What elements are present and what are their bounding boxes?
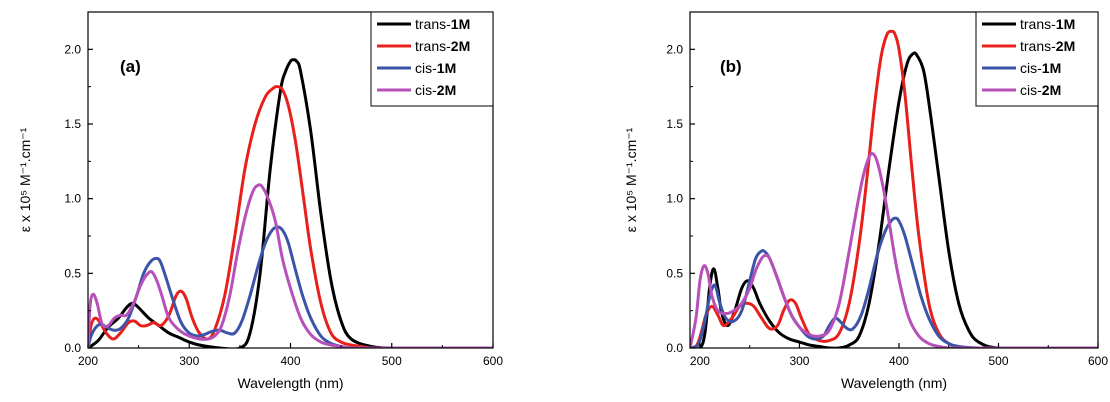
- series-line-cis-1m: [88, 225, 493, 348]
- series-line-trans-2m: [88, 85, 493, 348]
- panel-label: (b): [720, 57, 742, 76]
- y-tick-label: 2.0: [666, 42, 683, 56]
- x-tick-label: 300: [179, 354, 199, 368]
- legend-name-suffix: 2M: [1042, 82, 1061, 98]
- legend-entry: trans-1M: [1020, 16, 1075, 32]
- y-tick-label: 1.0: [666, 192, 683, 206]
- x-tick-label: 500: [988, 354, 1008, 368]
- legend-entry: trans-2M: [415, 38, 470, 54]
- legend-name-suffix: 1M: [1056, 16, 1075, 32]
- legend-entry: cis-2M: [1020, 82, 1061, 98]
- legend-name-suffix: 2M: [1056, 38, 1075, 54]
- legend-name-suffix: 1M: [437, 60, 456, 76]
- panel-label: (a): [120, 57, 141, 76]
- x-tick-label: 500: [382, 354, 402, 368]
- legend-name-prefix: cis-: [415, 82, 437, 98]
- panel-b: 200 300 400 500 600 0.0 0.5 1.0 1.5 2.0 Wavelength…: [623, 11, 1108, 391]
- legend-entry: cis-2M: [415, 82, 456, 98]
- legend-name-suffix: 2M: [451, 38, 470, 54]
- x-tick-label: 400: [889, 354, 909, 368]
- legend-name-prefix: cis-: [1020, 82, 1042, 98]
- x-tick-label: 400: [280, 354, 300, 368]
- y-tick-label: 1.0: [64, 192, 81, 206]
- y-axis-title: ε x 10⁵ M⁻¹.cm⁻¹: [17, 127, 33, 232]
- legend-name-prefix: cis-: [415, 60, 437, 76]
- x-tick-label: 600: [1088, 354, 1108, 368]
- series-line-trans-2m: [690, 29, 1098, 348]
- y-tick-label: 0.0: [64, 341, 81, 355]
- y-tick-label: 0.0: [666, 341, 683, 355]
- x-tick-label: 200: [690, 354, 710, 368]
- legend-name-prefix: cis-: [1020, 60, 1042, 76]
- legend-name-prefix: trans-: [415, 38, 451, 54]
- y-tick-label: 0.5: [64, 266, 81, 280]
- legend-entry: cis-1M: [415, 60, 456, 76]
- series-line-cis-2m: [690, 151, 1098, 348]
- panel-a: 200 300 400 500 600 0.0 0.5 1.0 1.5 2.0 Wavelength…: [17, 11, 503, 391]
- series-lines: [88, 58, 493, 348]
- legend-entry: trans-2M: [1020, 38, 1075, 54]
- legend-name-prefix: trans-: [415, 16, 451, 32]
- y-tick-label: 1.5: [64, 117, 81, 131]
- y-tick-label: 1.5: [666, 117, 683, 131]
- x-tick-label: 300: [789, 354, 809, 368]
- legend-name-prefix: trans-: [1020, 16, 1056, 32]
- legend-name-prefix: trans-: [1020, 38, 1056, 54]
- x-axis-title: Wavelength (nm): [841, 375, 947, 391]
- legend-entry: cis-1M: [1020, 60, 1061, 76]
- y-axis-title: ε x 10⁵ M⁻¹.cm⁻¹: [623, 127, 639, 232]
- series-lines: [690, 29, 1098, 348]
- legend-name-suffix: 2M: [437, 82, 456, 98]
- x-tick-label: 600: [483, 354, 503, 368]
- x-tick-label: 200: [78, 354, 98, 368]
- plot-frame: [689, 11, 1099, 349]
- series-line-cis-2m: [88, 183, 493, 348]
- x-axis-title: Wavelength (nm): [237, 375, 343, 391]
- legend-entry: trans-1M: [415, 16, 470, 32]
- y-tick-label: 2.0: [64, 42, 81, 56]
- y-tick-label: 0.5: [666, 266, 683, 280]
- legend-name-suffix: 1M: [1042, 60, 1061, 76]
- legend-name-suffix: 1M: [451, 16, 470, 32]
- series-line-trans-1m: [690, 51, 1098, 348]
